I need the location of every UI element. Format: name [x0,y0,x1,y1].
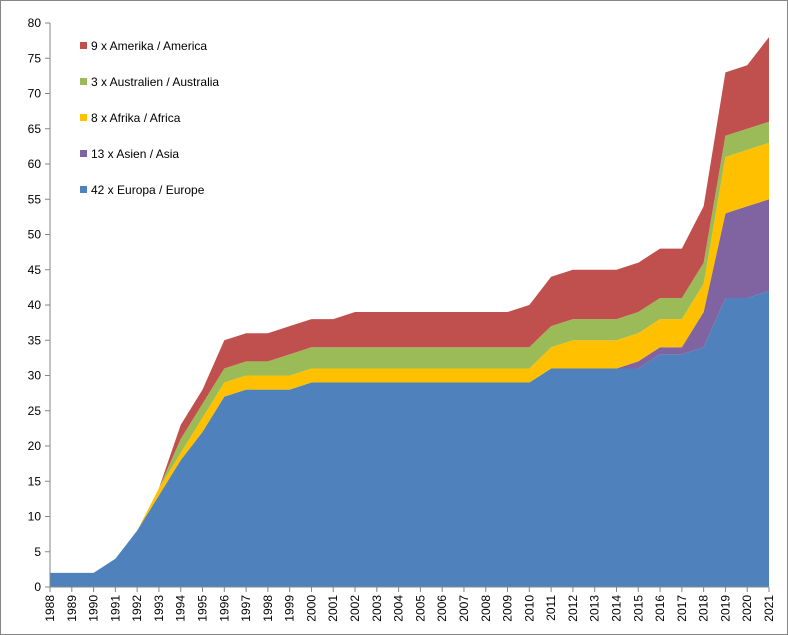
x-tick-label: 1999 [283,595,297,622]
y-tick-label: 5 [34,545,41,559]
legend: 9 x Amerika / America 3 x Australien / Au… [80,39,219,197]
series-areas [50,37,769,587]
y-axis-ticks: 0 5 10 15 20 25 30 35 40 45 50 55 60 65 70 75 80 [28,16,50,594]
x-tick-label: 2000 [304,595,318,622]
x-tick-label: 2006 [435,595,449,622]
y-tick-label: 15 [28,474,42,488]
x-tick-label: 1989 [65,595,79,622]
x-tick-label: 1998 [261,595,275,622]
x-tick-label: 2011 [544,595,558,621]
y-tick-label: 45 [28,263,42,277]
y-tick-label: 55 [28,192,42,206]
x-tick-label: 2008 [479,595,493,622]
x-tick-label: 2013 [588,595,602,622]
x-tick-label: 1991 [108,595,122,622]
series-area-2 [50,142,769,573]
y-tick-label: 30 [28,369,42,383]
x-tick-label: 1997 [239,595,253,622]
legend-swatch [80,42,87,49]
y-tick-label: 0 [34,580,41,594]
x-tick-label: 2009 [501,595,515,622]
y-tick-label: 25 [28,404,42,418]
x-tick-label: 2016 [653,595,667,622]
x-axis-ticks: 1988 1989 1990 1991 1992 1993 1994 1995 1996 1997… [43,587,776,622]
x-tick-label: 2003 [370,595,384,622]
legend-label: 3 x Australien / Australia [91,75,219,89]
legend-swatch [80,150,87,157]
y-tick-label: 20 [28,439,42,453]
x-tick-label: 2001 [326,595,340,622]
x-tick-label: 2010 [522,595,536,622]
y-tick-label: 75 [28,51,42,65]
x-tick-label: 2004 [392,595,406,622]
x-tick-label: 2002 [348,595,362,622]
series-area-0 [50,290,769,587]
legend-label: 8 x Afrika / Africa [91,111,181,125]
legend-swatch [80,186,87,193]
x-tick-label: 1993 [152,595,166,622]
x-tick-label: 1988 [43,595,57,622]
legend-label: 13 x Asien / Asia [91,147,179,161]
legend-swatch [80,78,87,85]
x-tick-label: 2012 [566,595,580,622]
x-tick-label: 2019 [718,595,732,622]
y-tick-label: 50 [28,228,42,242]
y-tick-label: 35 [28,333,42,347]
x-tick-label: 1995 [196,595,210,622]
y-tick-label: 10 [28,510,42,524]
y-tick-label: 70 [28,87,42,101]
legend-label: 9 x Amerika / America [91,39,207,53]
x-tick-label: 2020 [740,595,754,622]
x-tick-label: 2018 [697,595,711,622]
x-tick-label: 1992 [130,595,144,622]
series-area-4 [50,37,769,573]
x-tick-label: 2015 [631,595,645,622]
x-tick-label: 1990 [87,595,101,622]
x-tick-label: 2014 [609,595,623,622]
y-tick-label: 80 [28,16,42,30]
x-tick-label: 2021 [762,595,776,622]
y-tick-label: 40 [28,298,42,312]
x-tick-label: 2005 [413,595,427,622]
x-tick-label: 2007 [457,595,471,622]
x-tick-label: 1994 [174,595,188,622]
y-tick-label: 60 [28,157,42,171]
x-tick-label: 2017 [675,595,689,622]
y-tick-label: 65 [28,122,42,136]
x-tick-label: 1996 [217,595,231,622]
legend-swatch [80,114,87,121]
legend-label: 42 x Europa / Europe [91,183,205,197]
